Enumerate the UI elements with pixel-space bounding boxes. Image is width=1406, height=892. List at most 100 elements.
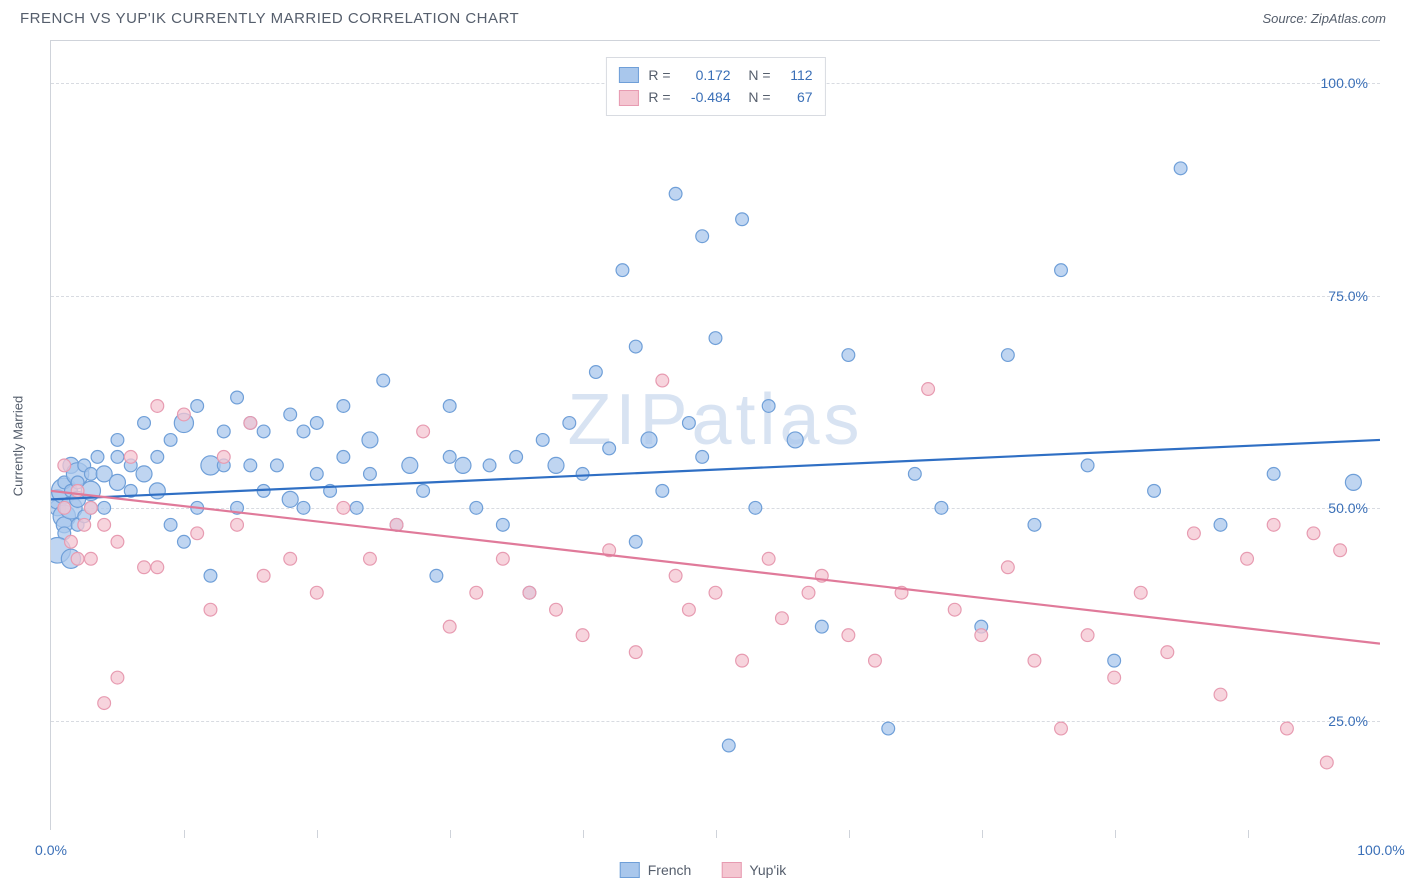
x-tick-label: 100.0% — [1357, 842, 1404, 858]
data-point — [656, 484, 669, 497]
data-point — [138, 561, 151, 574]
data-point — [882, 722, 895, 735]
data-point — [204, 569, 217, 582]
data-point — [510, 451, 523, 464]
data-point — [310, 586, 323, 599]
data-point — [669, 569, 682, 582]
data-point — [616, 264, 629, 277]
data-point — [629, 646, 642, 659]
legend-item: Yup'ik — [721, 862, 786, 878]
data-point — [337, 400, 350, 413]
data-point — [443, 620, 456, 633]
x-tick — [184, 830, 185, 838]
data-point — [576, 467, 589, 480]
data-point — [1214, 688, 1227, 701]
data-point — [71, 552, 84, 565]
data-point — [402, 457, 418, 473]
data-point — [802, 586, 815, 599]
legend-n-value: 112 — [781, 64, 813, 86]
data-point — [98, 501, 111, 514]
data-point — [603, 442, 616, 455]
legend-r-label: R = — [648, 64, 670, 86]
data-point — [536, 434, 549, 447]
x-tick — [1248, 830, 1249, 838]
x-tick-label: 0.0% — [35, 842, 67, 858]
data-point — [164, 518, 177, 531]
data-point — [84, 552, 97, 565]
data-point — [178, 408, 191, 421]
data-point — [244, 417, 257, 430]
legend-n-value: 67 — [781, 86, 813, 108]
chart-area: ZIPatlas R =0.172 N =112R =-0.484 N =67 … — [50, 40, 1380, 830]
data-point — [1241, 552, 1254, 565]
legend-label: French — [648, 862, 692, 878]
x-tick — [716, 830, 717, 838]
data-point — [443, 451, 456, 464]
data-point — [762, 400, 775, 413]
source-label: Source: ZipAtlas.com — [1262, 11, 1386, 26]
legend-item: French — [620, 862, 692, 878]
data-point — [417, 425, 430, 438]
data-point — [257, 425, 270, 438]
data-point — [257, 569, 270, 582]
data-point — [842, 629, 855, 642]
data-point — [483, 459, 496, 472]
data-point — [815, 620, 828, 633]
x-tick — [317, 830, 318, 838]
data-point — [231, 391, 244, 404]
data-point — [1001, 561, 1014, 574]
data-point — [762, 552, 775, 565]
legend-label: Yup'ik — [749, 862, 786, 878]
data-point — [1028, 518, 1041, 531]
data-point — [455, 457, 471, 473]
data-point — [629, 535, 642, 548]
data-point — [310, 467, 323, 480]
data-point — [496, 518, 509, 531]
data-point — [496, 552, 509, 565]
data-point — [722, 739, 735, 752]
legend-swatch — [721, 862, 741, 878]
data-point — [149, 483, 165, 499]
data-point — [297, 501, 310, 514]
data-point — [1161, 646, 1174, 659]
data-point — [736, 213, 749, 226]
data-point — [683, 603, 696, 616]
x-tick — [849, 830, 850, 838]
data-point — [91, 451, 104, 464]
data-point — [550, 603, 563, 616]
data-point — [935, 501, 948, 514]
data-point — [1214, 518, 1227, 531]
header: FRENCH VS YUP'IK CURRENTLY MARRIED CORRE… — [0, 0, 1406, 33]
data-point — [109, 474, 125, 490]
data-point — [736, 654, 749, 667]
data-point — [1055, 264, 1068, 277]
data-point — [776, 612, 789, 625]
data-point — [641, 432, 657, 448]
data-point — [842, 349, 855, 362]
data-point — [124, 451, 137, 464]
data-point — [975, 629, 988, 642]
data-point — [1174, 162, 1187, 175]
correlation-legend: R =0.172 N =112R =-0.484 N =67 — [605, 57, 825, 116]
data-point — [948, 603, 961, 616]
data-point — [1081, 629, 1094, 642]
data-point — [111, 451, 124, 464]
data-point — [58, 501, 71, 514]
legend-r-value: 0.172 — [681, 64, 731, 86]
legend-swatch — [618, 90, 638, 106]
data-point — [922, 383, 935, 396]
data-point — [1028, 654, 1041, 667]
data-point — [709, 586, 722, 599]
data-point — [470, 501, 483, 514]
x-tick — [583, 830, 584, 838]
data-point — [138, 417, 151, 430]
data-point — [443, 400, 456, 413]
data-point — [576, 629, 589, 642]
data-point — [1334, 544, 1347, 557]
data-point — [523, 586, 536, 599]
legend-n-label: N = — [741, 64, 771, 86]
data-point — [284, 552, 297, 565]
legend-r-label: R = — [648, 86, 670, 108]
x-tick — [982, 830, 983, 838]
data-point — [98, 518, 111, 531]
